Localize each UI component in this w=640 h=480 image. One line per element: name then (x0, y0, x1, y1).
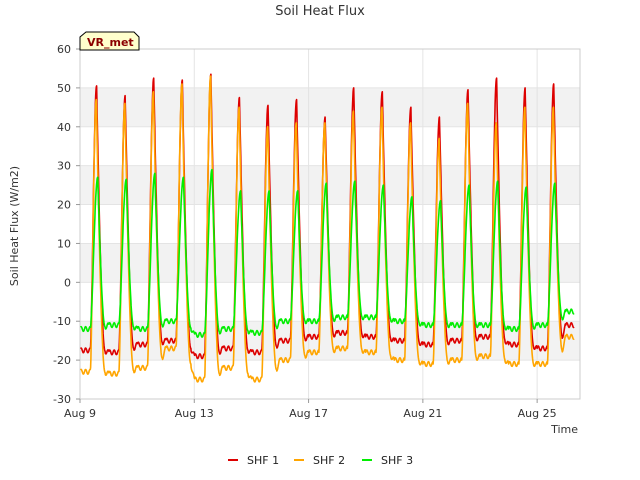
x-axis-label: Time (550, 423, 578, 436)
series-layer (79, 73, 575, 383)
site-label-box (79, 31, 140, 51)
y-axis-ticks: -30 -20 -10 0 10 20 30 40 50 60 (53, 43, 80, 406)
plot-frame (79, 48, 581, 400)
site-label: VR_met (87, 36, 134, 49)
chart-title: Soil Heat Flux (275, 4, 365, 19)
y-tick-label: 40 (57, 121, 71, 134)
y-tick-label: 50 (57, 82, 71, 95)
site-label-badge: VR_met (79, 31, 140, 51)
x-tick-label: Aug 17 (289, 407, 328, 420)
x-tick-label: Aug 21 (403, 407, 442, 420)
y-tick-label: -30 (53, 393, 71, 406)
y-tick-label: 60 (57, 43, 71, 56)
legend-label-shf-2: SHF 2 (313, 454, 345, 467)
x-tick-label: Aug 13 (175, 407, 214, 420)
y-axis-label: Soil Heat Flux (W/m2) (8, 166, 21, 286)
y-tick-label: -10 (53, 315, 71, 328)
legend-label-shf-3: SHF 3 (381, 454, 413, 467)
y-tick-label: 10 (57, 237, 71, 250)
y-tick-label: 30 (57, 160, 71, 173)
x-tick-label: Aug 25 (518, 407, 557, 420)
x-axis-ticks: Aug 9 Aug 13 Aug 17 Aug 21 Aug 25 (64, 399, 557, 420)
series-line-shf-3 (79, 168, 575, 338)
x-tick-label: Aug 9 (64, 407, 96, 420)
y-tick-label: 0 (64, 276, 71, 289)
y-tick-label: 20 (57, 199, 71, 212)
y-tick-label: -20 (53, 354, 71, 367)
legend: SHF 1 SHF 2 SHF 3 (228, 454, 413, 467)
legend-label-shf-1: SHF 1 (247, 454, 279, 467)
